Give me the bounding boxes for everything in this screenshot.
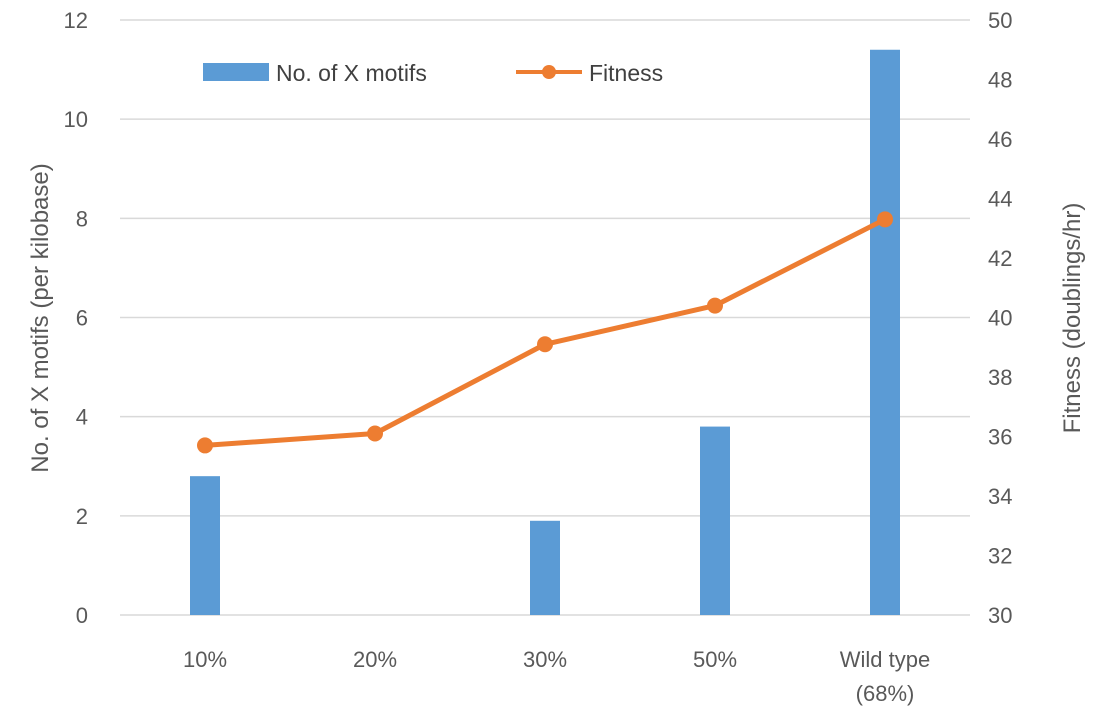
y-tick-label-right: 50 — [988, 8, 1012, 33]
y-tick-label-left: 10 — [64, 107, 88, 132]
x-tick-label: 50% — [693, 647, 737, 672]
x-tick-label: 30% — [523, 647, 567, 672]
y-tick-label-right: 34 — [988, 484, 1012, 509]
y-tick-label-left: 0 — [76, 603, 88, 628]
x-tick-label: (68%) — [856, 681, 915, 706]
y-axis-title-right: Fitness (doublings/hr) — [1059, 203, 1086, 434]
legend-swatch-marker — [542, 65, 556, 79]
legend-swatch-bar — [203, 63, 269, 81]
x-tick-label: 10% — [183, 647, 227, 672]
y-tick-label-left: 8 — [76, 206, 88, 231]
fitness-line — [202, 216, 888, 448]
y-tick-label-left: 2 — [76, 504, 88, 529]
x-tick-label: Wild type — [840, 647, 930, 672]
fitness-point — [367, 425, 383, 442]
bar — [190, 476, 220, 615]
y-tick-label-right: 36 — [988, 425, 1012, 450]
y-tick-label-right: 40 — [988, 306, 1012, 331]
gridlines — [120, 19, 970, 616]
fitness-point — [537, 336, 553, 353]
legend: No. of X motifs Fitness — [203, 60, 663, 86]
y-tick-label-right: 46 — [988, 127, 1012, 152]
fitness-point — [707, 297, 723, 314]
y-tick-label-right: 48 — [988, 68, 1012, 93]
legend-label-line: Fitness — [589, 60, 663, 86]
y-tick-label-right: 38 — [988, 365, 1012, 390]
y-tick-label-right: 30 — [988, 603, 1012, 628]
y-tick-label-left: 6 — [76, 306, 88, 331]
x-tick-label: 20% — [353, 647, 397, 672]
fitness-point — [197, 437, 213, 454]
bar-series — [190, 49, 900, 615]
bar — [530, 520, 560, 615]
y-axis-title-left: No. of X motifs (per kilobase) — [27, 163, 54, 472]
fitness-point — [877, 211, 893, 228]
line-series — [197, 211, 893, 454]
bar — [700, 426, 730, 615]
legend-label-bar: No. of X motifs — [276, 60, 427, 86]
y-tick-label-right: 44 — [988, 187, 1012, 212]
y-tick-label-right: 42 — [988, 246, 1012, 271]
bar — [870, 49, 900, 615]
y-tick-label-left: 4 — [76, 405, 88, 430]
y-tick-label-right: 32 — [988, 544, 1012, 569]
y-tick-label-left: 12 — [64, 8, 88, 33]
